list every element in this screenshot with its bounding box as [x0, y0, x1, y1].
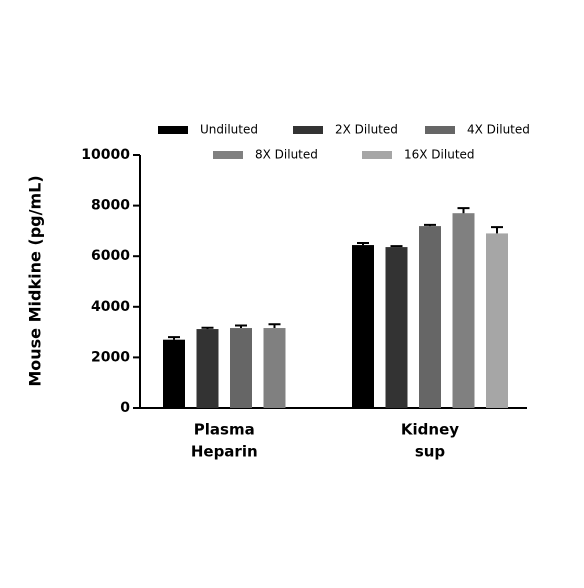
bar	[419, 226, 441, 408]
legend-label: Undiluted	[200, 123, 258, 137]
bar	[486, 233, 508, 408]
x-tick-label: Plasma	[194, 421, 255, 439]
legend-swatch	[158, 126, 188, 134]
bar	[163, 339, 185, 408]
x-tick-label: Heparin	[191, 443, 258, 461]
error-bar	[168, 336, 180, 340]
legend-swatch	[362, 151, 392, 159]
legend-label: 4X Diluted	[467, 123, 530, 137]
bar	[452, 213, 475, 408]
bar	[352, 245, 374, 408]
y-tick-label: 4000	[91, 299, 130, 315]
y-tick-label: 8000	[91, 198, 130, 214]
y-axis-label: Mouse Midkine (pg/mL)	[26, 175, 45, 386]
error-bar	[424, 223, 436, 227]
error-bar	[357, 242, 369, 246]
bar	[196, 329, 219, 408]
legend-swatch	[213, 151, 243, 159]
y-tick-label: 2000	[91, 349, 130, 365]
x-tick-label: sup	[415, 443, 446, 461]
bar	[263, 328, 286, 408]
legend-label: 2X Diluted	[335, 123, 398, 137]
legend-swatch	[293, 126, 323, 134]
y-tick-label: 6000	[91, 248, 130, 264]
error-bar	[457, 207, 470, 214]
bar	[230, 328, 252, 408]
error-bar	[268, 323, 281, 329]
y-tick-label: 10000	[81, 147, 130, 163]
legend-swatch	[425, 126, 455, 134]
bar	[385, 247, 408, 408]
error-bar	[390, 245, 403, 248]
error-bar	[235, 324, 247, 329]
error-bar	[201, 326, 214, 330]
y-tick-label: 0	[120, 400, 130, 416]
error-bar	[491, 226, 503, 234]
legend-label: 8X Diluted	[255, 148, 318, 162]
x-tick-label: Kidney	[401, 421, 459, 439]
legend-label: 16X Diluted	[404, 148, 475, 162]
